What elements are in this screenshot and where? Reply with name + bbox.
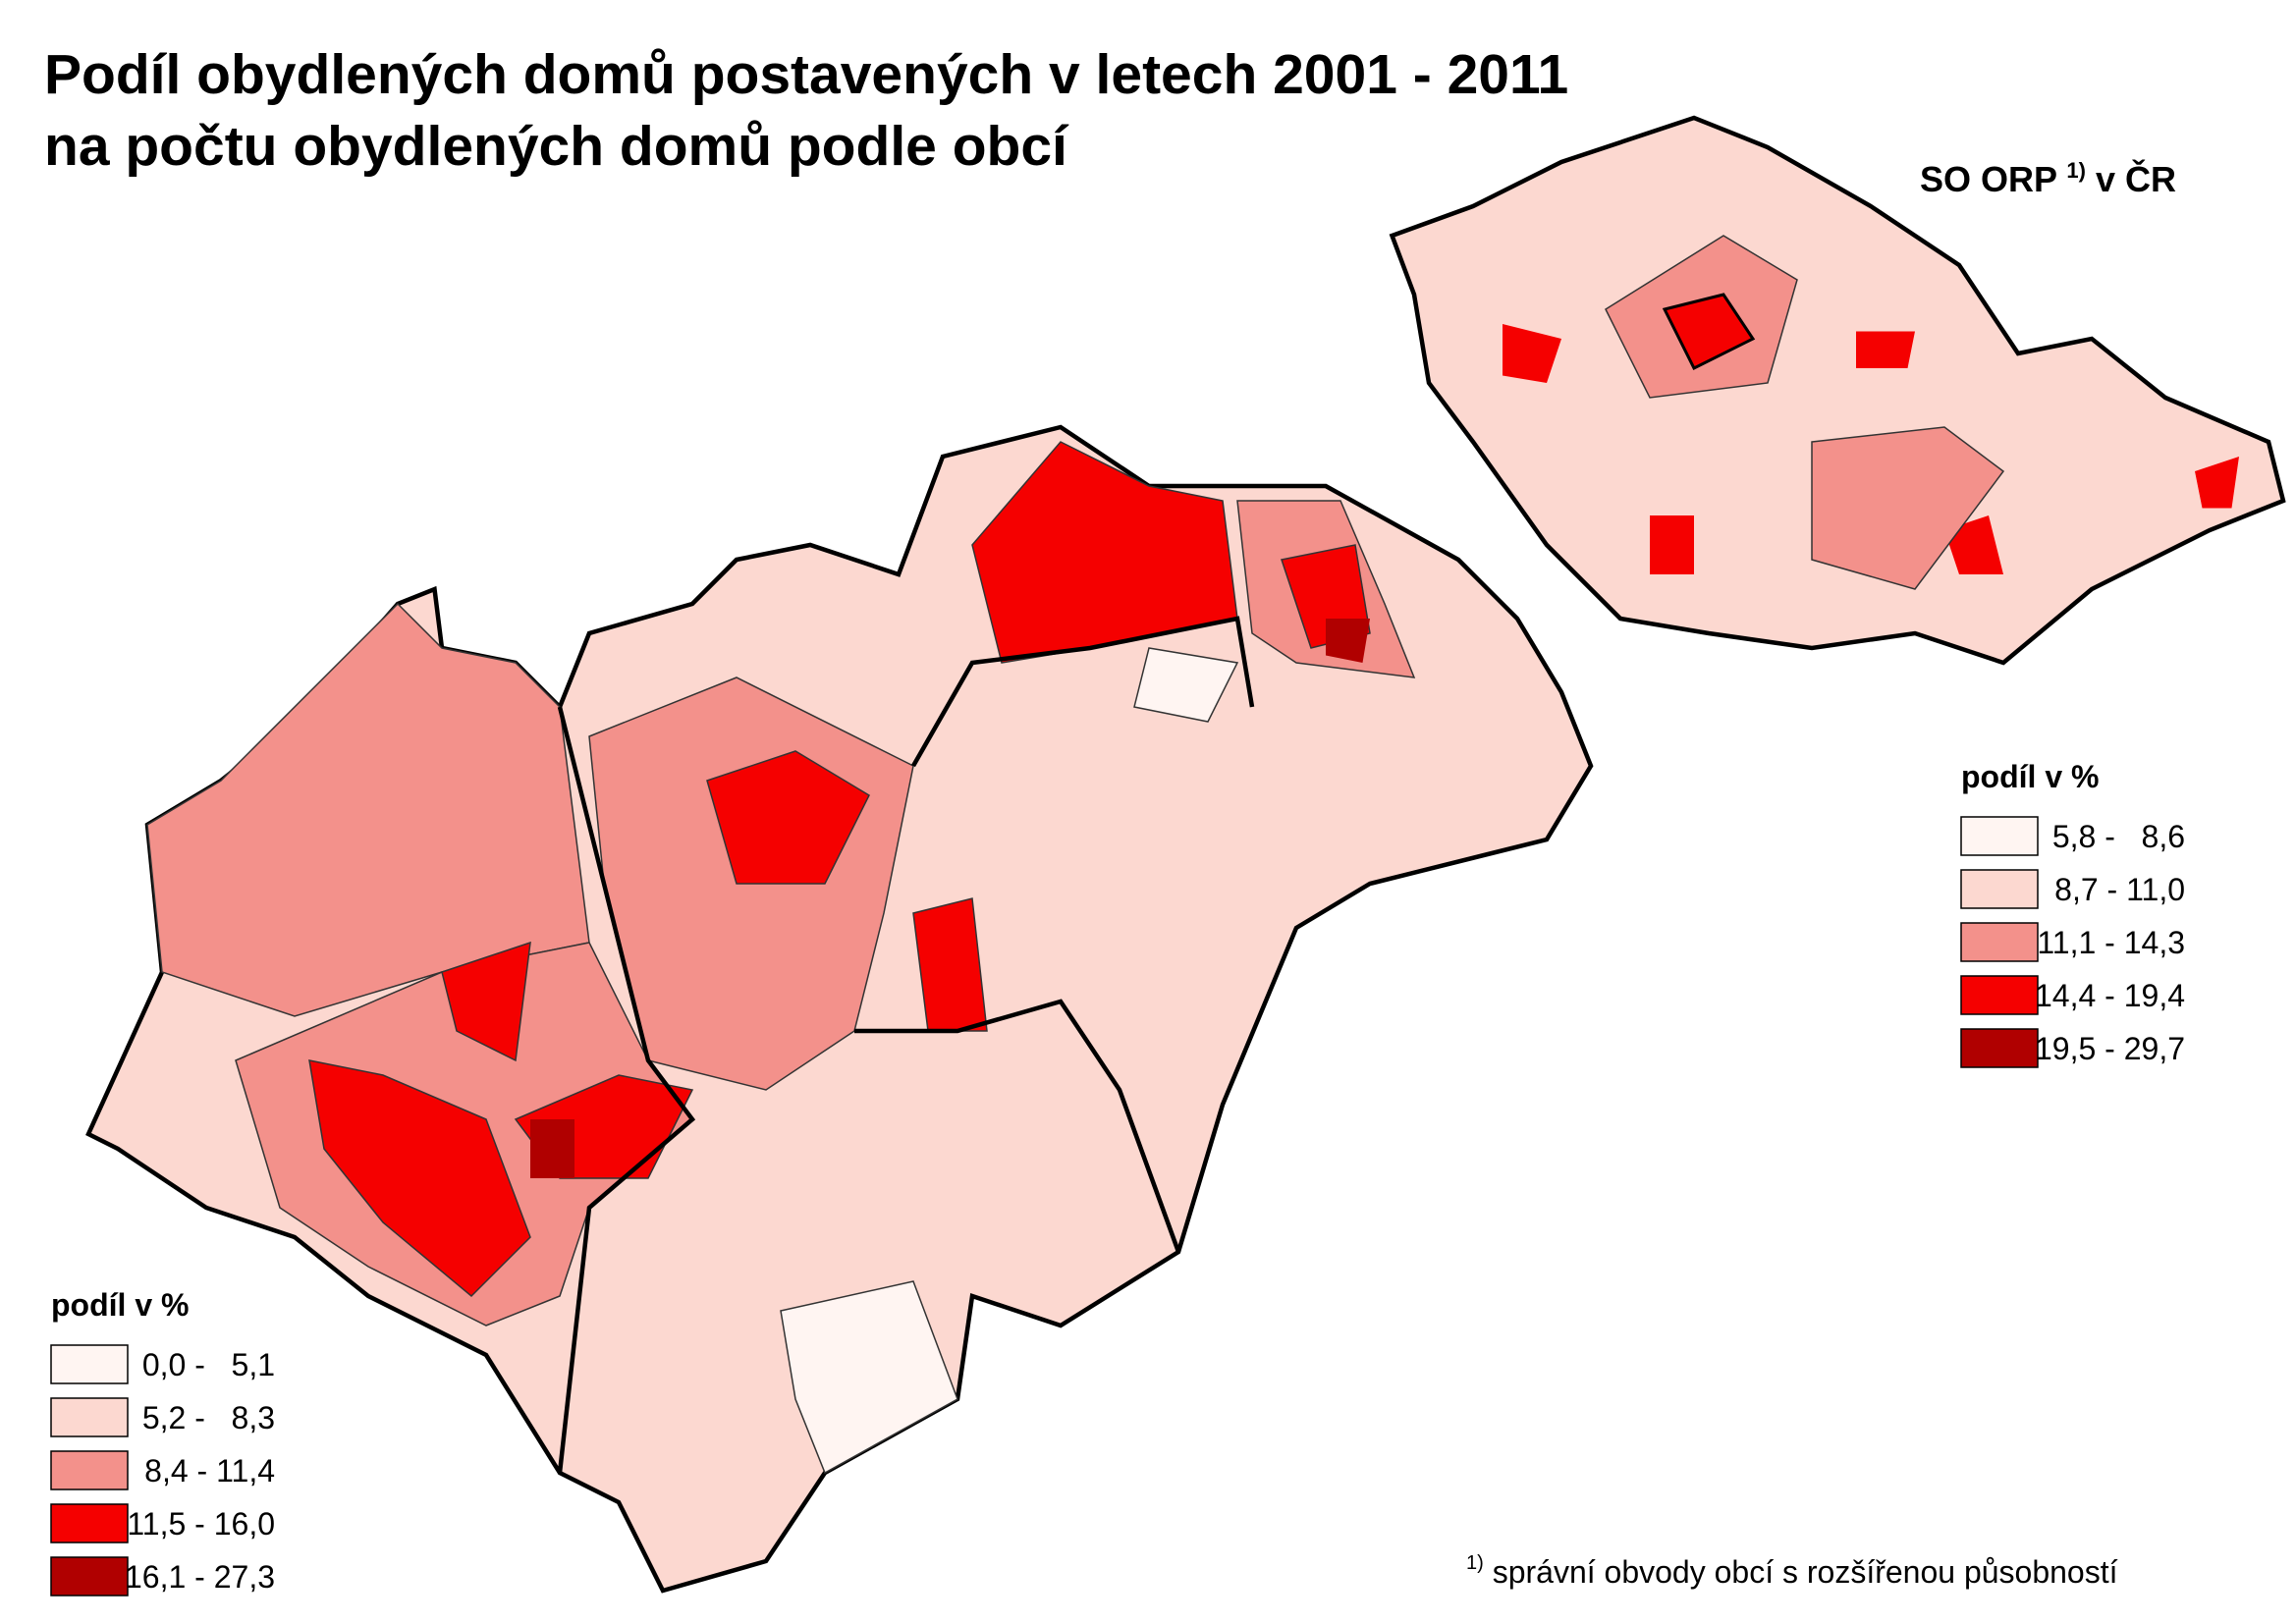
district: [780, 1280, 958, 1475]
legend-label: 11,5 - 16,0: [127, 1506, 275, 1542]
legend-label: 11,1 - 14,3: [2037, 925, 2185, 960]
district: [1326, 619, 1370, 663]
inset-label-suffix: v ČR: [2096, 158, 2176, 199]
district: [971, 441, 1238, 664]
legend-label: 8,4 - 11,4: [144, 1453, 275, 1489]
district: [1650, 515, 1694, 574]
legend-swatch: [50, 1450, 129, 1490]
legend-label: 0,0 - 5,1: [142, 1347, 275, 1382]
legend-title: podíl v %: [51, 1287, 189, 1323]
legend-swatch: [1960, 869, 2039, 909]
district: [1856, 331, 1915, 368]
district: [912, 897, 988, 1032]
district: [1503, 324, 1561, 383]
district-border: [854, 999, 1181, 1253]
district-border: [557, 706, 696, 1474]
legend: podíl v % 0,0 - 5,1 5,2 - 8,3 8,4 - 11,4 11,…: [50, 1287, 275, 1597]
footnote-marker: 1): [1466, 1552, 1484, 1574]
district: [706, 750, 870, 885]
inset-map: [1389, 115, 2286, 666]
inset-superscript: 1): [2066, 158, 2086, 183]
legend-label: 19,5 - 29,7: [2035, 1031, 2185, 1066]
main-map: [85, 424, 1594, 1594]
legend-swatch: [1960, 816, 2039, 856]
legend-label: 8,7 - 11,0: [2054, 872, 2185, 907]
district: [308, 1059, 531, 1298]
title-line: Podíl obydlených domů postavených v lete…: [44, 43, 1568, 106]
legend-swatch: [50, 1344, 129, 1384]
district: [1662, 293, 1756, 371]
district: [1133, 647, 1239, 723]
legend-label: 5,8 - 8,6: [2052, 819, 2185, 854]
district: [530, 1119, 574, 1178]
title-line: na počtu obydlených domů podle obcí: [44, 115, 1069, 178]
legend-label: 16,1 - 27,3: [125, 1559, 275, 1595]
footnote-text: správní obvody obcí s rozšířenou působno…: [1493, 1554, 2118, 1590]
legend: podíl v % 5,8 - 8,6 8,7 - 11,0 11,1 - 14,3 1…: [1960, 759, 2185, 1068]
inset-label: SO ORP 1) v ČR: [1920, 145, 2176, 199]
legend-swatch: [1960, 922, 2039, 962]
district-border: [911, 616, 1255, 768]
legend-swatch: [50, 1556, 129, 1597]
legend-swatch: [1960, 975, 2039, 1015]
district: [2195, 457, 2239, 509]
legend-swatch: [50, 1503, 129, 1543]
district: [1811, 426, 2005, 590]
legend-title: podíl v %: [1961, 759, 2099, 794]
legend-label: 14,4 - 19,4: [2035, 978, 2185, 1013]
inset-label-text: SO ORP: [1920, 159, 2056, 199]
legend-swatch: [50, 1397, 129, 1437]
legend-label: 5,2 - 8,3: [142, 1400, 275, 1435]
footnote: 1) správní obvody obcí s rozšířenou půso…: [1466, 1541, 2118, 1590]
district: [441, 941, 531, 1062]
country-outline: [1389, 115, 2286, 666]
legend-swatch: [1960, 1028, 2039, 1068]
